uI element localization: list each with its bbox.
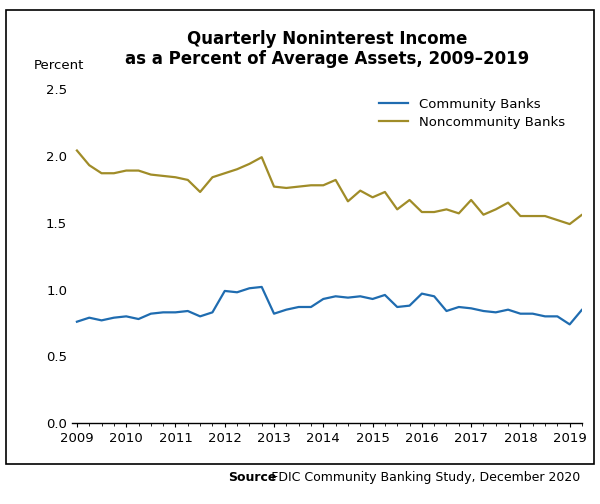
Noncommunity Banks: [86, 162, 93, 168]
Community Banks: [418, 291, 425, 297]
Community Banks: [135, 316, 142, 322]
Noncommunity Banks: [160, 173, 167, 179]
Community Banks: [480, 308, 487, 314]
Noncommunity Banks: [184, 177, 191, 183]
Line: Community Banks: Community Banks: [77, 287, 600, 325]
Noncommunity Banks: [271, 183, 278, 190]
Noncommunity Banks: [541, 213, 548, 219]
Community Banks: [110, 314, 118, 321]
Noncommunity Banks: [122, 167, 130, 173]
Community Banks: [455, 304, 463, 310]
Noncommunity Banks: [406, 197, 413, 203]
Noncommunity Banks: [455, 210, 463, 216]
Community Banks: [578, 306, 586, 312]
Community Banks: [591, 298, 598, 304]
Community Banks: [246, 285, 253, 291]
Noncommunity Banks: [221, 170, 229, 176]
Noncommunity Banks: [369, 195, 376, 201]
Noncommunity Banks: [246, 161, 253, 167]
Community Banks: [369, 296, 376, 302]
Noncommunity Banks: [431, 209, 438, 215]
Community Banks: [73, 319, 80, 325]
Noncommunity Banks: [344, 198, 352, 204]
Community Banks: [271, 310, 278, 317]
Community Banks: [197, 313, 204, 320]
Noncommunity Banks: [307, 182, 314, 188]
Community Banks: [443, 308, 450, 314]
Community Banks: [147, 310, 154, 317]
Noncommunity Banks: [332, 177, 339, 183]
Noncommunity Banks: [467, 197, 475, 203]
Noncommunity Banks: [147, 171, 154, 177]
Text: Percent: Percent: [34, 59, 84, 72]
Community Banks: [283, 306, 290, 312]
Text: Source: Source: [228, 471, 277, 484]
Community Banks: [394, 304, 401, 310]
Community Banks: [529, 310, 536, 317]
Noncommunity Banks: [233, 166, 241, 172]
Noncommunity Banks: [480, 212, 487, 218]
Community Banks: [554, 313, 561, 320]
Community Banks: [356, 293, 364, 299]
Noncommunity Banks: [578, 212, 586, 218]
Community Banks: [258, 284, 265, 290]
Community Banks: [381, 292, 388, 298]
Noncommunity Banks: [394, 206, 401, 212]
Noncommunity Banks: [443, 206, 450, 212]
Noncommunity Banks: [135, 167, 142, 173]
Community Banks: [344, 295, 352, 301]
Community Banks: [492, 309, 499, 316]
Noncommunity Banks: [320, 182, 327, 188]
Noncommunity Banks: [295, 183, 302, 190]
Community Banks: [406, 302, 413, 308]
Noncommunity Banks: [209, 174, 216, 180]
Noncommunity Banks: [591, 217, 598, 223]
Community Banks: [467, 305, 475, 311]
Legend: Community Banks, Noncommunity Banks: Community Banks, Noncommunity Banks: [374, 93, 571, 134]
Community Banks: [160, 309, 167, 316]
Noncommunity Banks: [492, 206, 499, 212]
Noncommunity Banks: [381, 189, 388, 195]
Noncommunity Banks: [283, 185, 290, 191]
Noncommunity Banks: [258, 154, 265, 160]
Community Banks: [332, 293, 339, 299]
Community Banks: [172, 309, 179, 316]
Community Banks: [517, 310, 524, 317]
Community Banks: [209, 309, 216, 316]
Noncommunity Banks: [566, 221, 573, 227]
Community Banks: [505, 306, 512, 312]
Noncommunity Banks: [356, 187, 364, 194]
Community Banks: [566, 322, 573, 328]
Community Banks: [320, 296, 327, 302]
Community Banks: [295, 304, 302, 310]
Community Banks: [98, 318, 105, 324]
Noncommunity Banks: [98, 170, 105, 176]
Community Banks: [307, 304, 314, 310]
Text: : FDIC Community Banking Study, December 2020: : FDIC Community Banking Study, December…: [263, 471, 580, 484]
Community Banks: [122, 313, 130, 320]
Noncommunity Banks: [505, 200, 512, 206]
Community Banks: [233, 289, 241, 295]
Line: Noncommunity Banks: Noncommunity Banks: [77, 151, 600, 224]
Noncommunity Banks: [110, 170, 118, 176]
Noncommunity Banks: [73, 148, 80, 154]
Noncommunity Banks: [529, 213, 536, 219]
Noncommunity Banks: [554, 217, 561, 223]
Noncommunity Banks: [172, 174, 179, 180]
Community Banks: [431, 293, 438, 299]
Community Banks: [221, 288, 229, 294]
Noncommunity Banks: [197, 189, 204, 195]
Community Banks: [541, 313, 548, 320]
Title: Quarterly Noninterest Income
as a Percent of Average Assets, 2009–2019: Quarterly Noninterest Income as a Percen…: [125, 30, 529, 69]
Noncommunity Banks: [517, 213, 524, 219]
Noncommunity Banks: [418, 209, 425, 215]
Community Banks: [184, 308, 191, 314]
Community Banks: [86, 314, 93, 321]
